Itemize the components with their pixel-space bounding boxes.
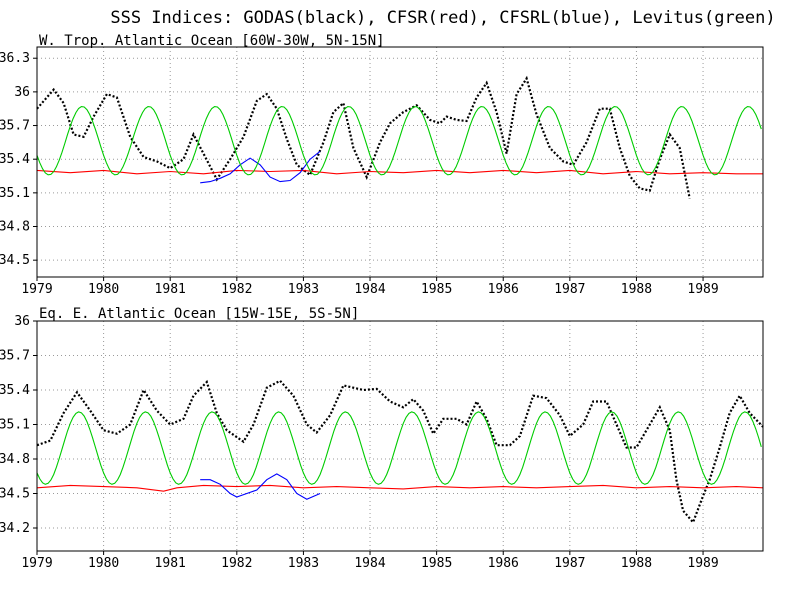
series-line-cfsr (36, 484, 764, 492)
x-tick-label: 1980 (88, 556, 119, 571)
y-tick-label: 35.1 (0, 186, 30, 201)
x-tick-label: 1988 (621, 556, 652, 571)
grid-lines (37, 320, 763, 551)
x-tick-label: 1980 (88, 282, 119, 297)
y-tick-label: 36 (14, 85, 30, 100)
y-tick-label: 35.1 (0, 418, 30, 433)
x-tick-label: 1983 (288, 556, 319, 571)
x-tick-label: 1989 (687, 282, 718, 297)
series-line-cfsrl (200, 150, 321, 184)
x-tick-label: 1985 (421, 556, 452, 571)
series-line-levitus (36, 411, 762, 485)
y-tick-label: 34.5 (0, 253, 30, 268)
series-line-godas (36, 75, 691, 199)
y-tick-label: 36.3 (0, 51, 30, 66)
x-tick-label: 1989 (687, 556, 718, 571)
plot-frame (36, 46, 764, 278)
series-line-cfsr (36, 169, 763, 175)
x-tick-label: 1984 (354, 282, 385, 297)
series-lines (36, 75, 763, 199)
x-tick-label: 1988 (621, 282, 652, 297)
x-tick-label: 1979 (21, 556, 52, 571)
x-tick-label: 1986 (488, 282, 519, 297)
series-line-godas (36, 379, 764, 525)
series-line-levitus (36, 106, 762, 176)
plot-frame (36, 320, 764, 552)
x-tick-label: 1986 (488, 556, 519, 571)
x-tick-label: 1983 (288, 282, 319, 297)
panel-title: Eq. E. Atlantic Ocean [15W-15E, 5S-5N] (39, 306, 359, 322)
figure-title: SSS Indices: GODAS(black), CFSR(red), CF… (110, 8, 775, 28)
x-tick-label: 1987 (554, 282, 585, 297)
y-tick-label: 35.4 (0, 152, 30, 167)
axis-ticks: 1979 1980 1981 1982 1983 1984 1985 1986 1987 1988… (0, 51, 719, 297)
panel-w-trop-atlantic: W. Trop. Atlantic Ocean [60W-30W, 5N-15N… (0, 33, 764, 297)
panel-eq-e-atlantic: Eq. E. Atlantic Ocean [15W-15E, 5S-5N] 1… (0, 306, 764, 571)
y-tick-label: 34.8 (0, 220, 30, 235)
x-tick-label: 1985 (421, 282, 452, 297)
x-tick-label: 1979 (21, 282, 52, 297)
x-tick-label: 1982 (221, 556, 252, 571)
axis-ticks: 1979 1980 1981 1982 1983 1984 1985 1986 1987 1988… (0, 314, 719, 571)
y-tick-label: 36 (14, 314, 30, 329)
x-tick-label: 1987 (554, 556, 585, 571)
y-tick-label: 34.2 (0, 521, 30, 536)
panel-title: W. Trop. Atlantic Ocean [60W-30W, 5N-15N… (39, 33, 385, 49)
x-tick-label: 1982 (221, 282, 252, 297)
x-tick-label: 1981 (155, 282, 186, 297)
series-line-cfsrl (200, 473, 321, 500)
x-tick-label: 1984 (354, 556, 385, 571)
series-lines (36, 379, 764, 525)
y-tick-label: 35.4 (0, 383, 30, 398)
x-tick-label: 1981 (155, 556, 186, 571)
y-tick-label: 35.7 (0, 349, 30, 364)
y-tick-label: 35.7 (0, 119, 30, 134)
y-tick-label: 34.8 (0, 452, 30, 467)
y-tick-label: 34.5 (0, 487, 30, 502)
grid-lines (37, 47, 763, 277)
